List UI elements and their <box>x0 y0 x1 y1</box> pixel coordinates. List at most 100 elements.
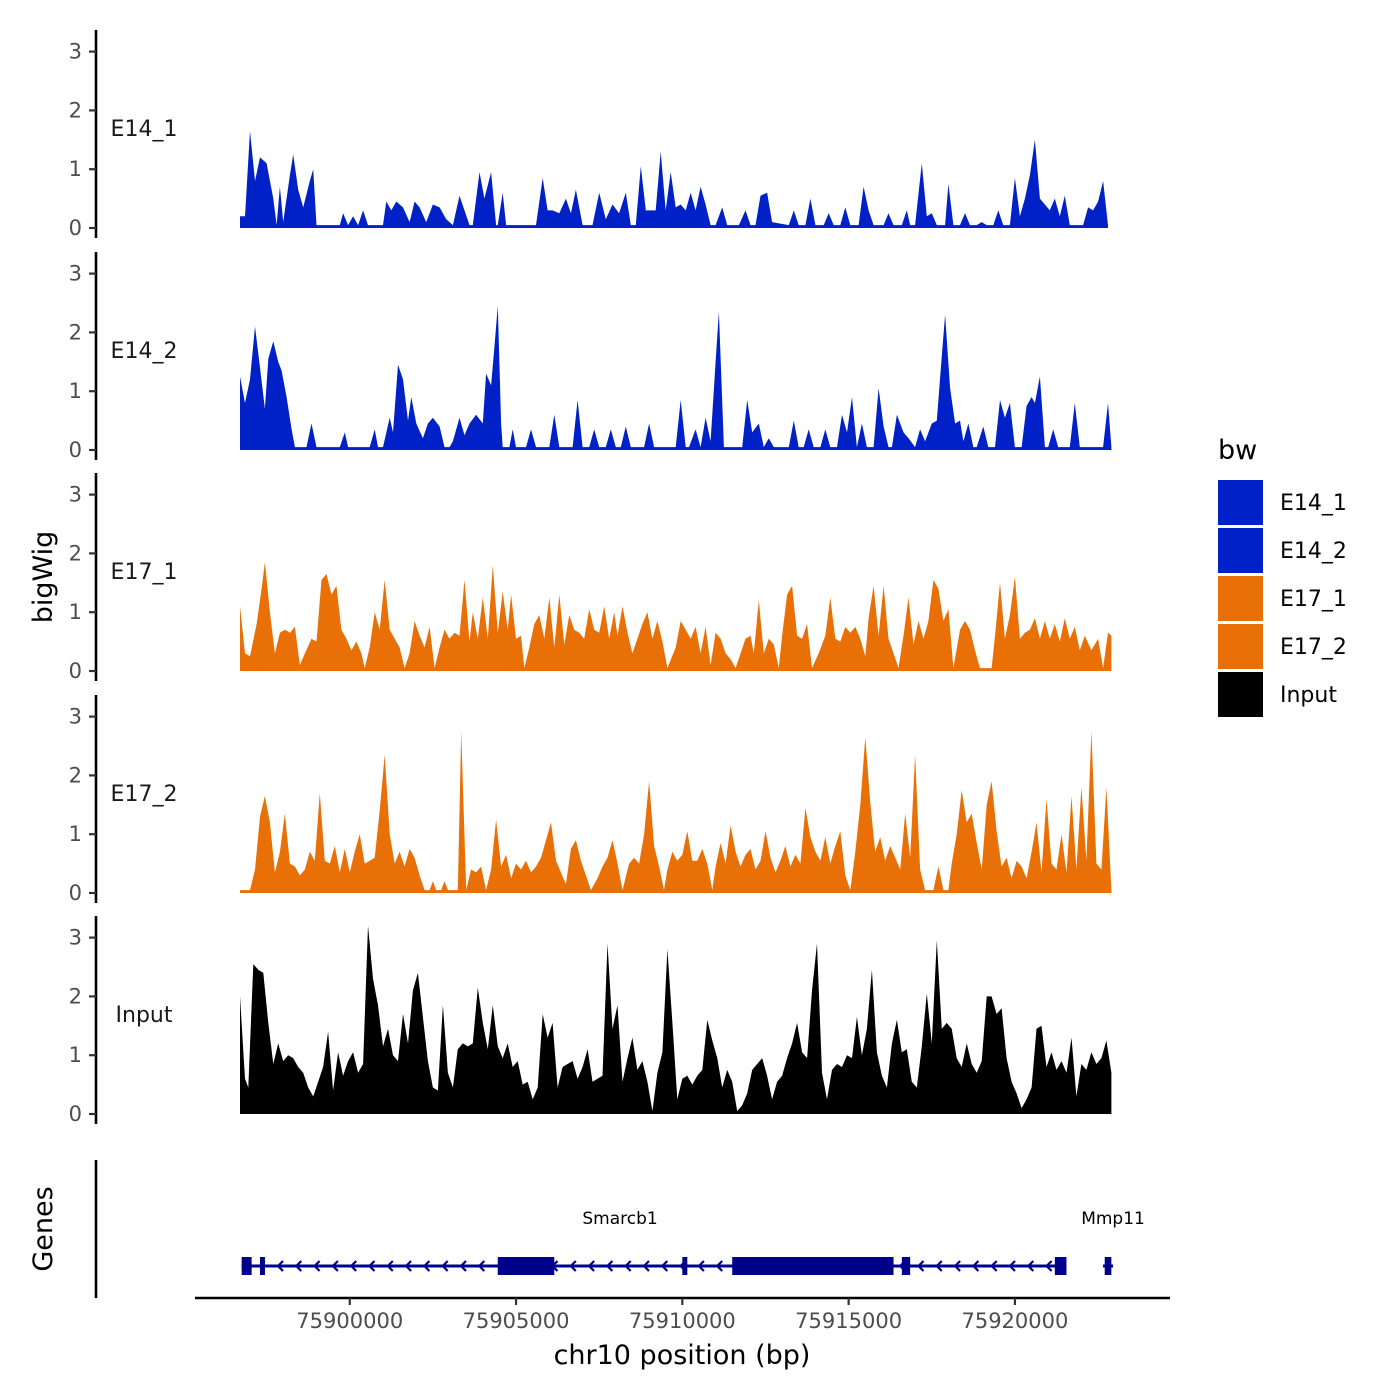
y-tick-label: 2 <box>69 984 82 1008</box>
legend-label: E17_2 <box>1280 635 1347 660</box>
y-tick-label: 1 <box>69 822 82 846</box>
y-tick-label: 3 <box>69 262 82 286</box>
strand-arrow <box>404 1260 412 1272</box>
y-tick-label: 0 <box>69 1102 82 1126</box>
legend-item-e17-2: E17_2 <box>1218 624 1347 669</box>
signal-area-input <box>240 925 1112 1114</box>
x-axis-title: chr10 position (bp) <box>554 1340 811 1371</box>
track-e14-1: 0 1 2 3 E14_1 <box>69 29 1108 240</box>
track-label: E14_1 <box>111 117 178 142</box>
y-tick-label: 3 <box>69 483 82 507</box>
strand-arrow <box>715 1260 723 1272</box>
y-tick-label: 0 <box>69 659 82 683</box>
signal-area-e14-1 <box>240 131 1108 228</box>
legend-title: bw <box>1218 435 1257 466</box>
strand-arrow <box>953 1260 961 1272</box>
x-tick-label: 75900000 <box>296 1309 403 1333</box>
strand-arrow <box>1045 1260 1053 1272</box>
track-e17-2: 0 1 2 3 E17_2 <box>69 694 1112 905</box>
legend-item-e14-2: E14_2 <box>1218 528 1347 573</box>
track-e17-1: 0 1 2 3 E17_1 <box>69 472 1112 683</box>
strand-arrow <box>569 1260 577 1272</box>
legend-label: Input <box>1280 683 1337 708</box>
gene-exon <box>241 1257 252 1275</box>
y-tick-label: 3 <box>69 40 82 64</box>
strand-arrow <box>477 1260 486 1272</box>
gene-exon <box>682 1257 688 1275</box>
strand-arrow <box>441 1260 449 1272</box>
signal-area-e14-2 <box>240 305 1112 450</box>
strand-arrow <box>587 1260 595 1272</box>
strand-arrow <box>916 1260 925 1272</box>
gene-exon <box>259 1257 265 1275</box>
x-axis: 75900000 75905000 75910000 75915000 75920000… <box>195 1296 1170 1371</box>
gene-track-title: Genes <box>28 1186 59 1271</box>
strand-arrow <box>642 1260 650 1272</box>
y-axis-title: bigWig <box>28 531 59 624</box>
y-tick-label: 0 <box>69 438 82 462</box>
legend-item-e14-1: E14_1 <box>1218 480 1347 525</box>
y-tick-label: 2 <box>69 541 82 565</box>
legend-swatch <box>1218 576 1263 621</box>
gene-smarcb1: Smarcb1 <box>241 1209 1067 1275</box>
gene-exon <box>497 1257 555 1275</box>
legend-swatch <box>1218 480 1263 525</box>
strand-arrow <box>660 1260 669 1272</box>
legend-items: E14_1 E14_2 E17_1 E17_2 Input <box>1218 480 1347 717</box>
y-tick-label: 0 <box>69 881 82 905</box>
y-tick-label: 2 <box>69 320 82 344</box>
legend-item-e17-1: E17_1 <box>1218 576 1347 621</box>
strand-arrow <box>331 1260 339 1272</box>
gene-track: Genes Smarcb1 Mmp11 <box>28 1160 1145 1298</box>
x-tick-label: 75915000 <box>795 1309 902 1333</box>
y-tick-label: 1 <box>69 600 82 624</box>
strand-arrow <box>294 1260 303 1272</box>
legend-swatch <box>1218 528 1263 573</box>
strand-arrow <box>624 1260 632 1272</box>
strand-arrow <box>1008 1260 1016 1272</box>
strand-arrow <box>697 1260 705 1272</box>
strand-arrow <box>386 1260 394 1272</box>
x-axis-ticks: 75900000 75905000 75910000 75915000 75920000 <box>296 1298 1068 1333</box>
y-tick-label: 1 <box>69 379 82 403</box>
strand-arrow <box>313 1260 321 1272</box>
strand-arrow <box>1026 1260 1035 1272</box>
strand-arrow <box>422 1260 431 1272</box>
track-label: E14_2 <box>111 339 178 364</box>
gene-label: Mmp11 <box>1081 1209 1145 1229</box>
strand-arrow <box>605 1260 614 1272</box>
y-tick-label: 2 <box>69 763 82 787</box>
legend-label: E14_2 <box>1280 539 1347 564</box>
strand-arrow <box>459 1260 467 1272</box>
x-tick-label: 75910000 <box>629 1309 736 1333</box>
y-tick-label: 1 <box>69 157 82 181</box>
signal-area-e17-2 <box>240 731 1112 893</box>
legend-label: E17_1 <box>1280 587 1347 612</box>
x-tick-label: 75920000 <box>961 1309 1068 1333</box>
legend: bw E14_1 E14_2 E17_1 E17_2 Input <box>1218 435 1347 717</box>
y-tick-label: 2 <box>69 98 82 122</box>
gene-models: Smarcb1 Mmp11 <box>241 1209 1145 1275</box>
legend-item-input: Input <box>1218 672 1337 717</box>
strand-arrow <box>971 1260 980 1272</box>
x-tick-label: 75905000 <box>463 1309 570 1333</box>
legend-label: E14_1 <box>1280 491 1347 516</box>
gene-exon <box>1054 1257 1067 1275</box>
track-e14-2: 0 1 2 3 E14_2 <box>69 251 1112 462</box>
legend-swatch <box>1218 672 1263 717</box>
signal-tracks: 0 1 2 3 E14_1 0 1 2 3 E14_2 0 1 2 3 E17_1 0 1 2 3 E17_2 0 1 2 3… <box>69 29 1112 1126</box>
strand-arrow <box>349 1260 357 1272</box>
y-tick-label: 0 <box>69 216 82 240</box>
strand-arrow <box>990 1260 998 1272</box>
gene-exon <box>732 1257 894 1275</box>
strand-arrow <box>276 1260 284 1272</box>
track-label: E17_1 <box>111 560 178 585</box>
gene-exon <box>1104 1257 1112 1275</box>
y-tick-label: 3 <box>69 705 82 729</box>
y-tick-label: 1 <box>69 1043 82 1067</box>
track-label: Input <box>116 1003 173 1028</box>
strand-arrow <box>367 1260 376 1272</box>
gene-exon <box>901 1257 911 1275</box>
legend-swatch <box>1218 624 1263 669</box>
